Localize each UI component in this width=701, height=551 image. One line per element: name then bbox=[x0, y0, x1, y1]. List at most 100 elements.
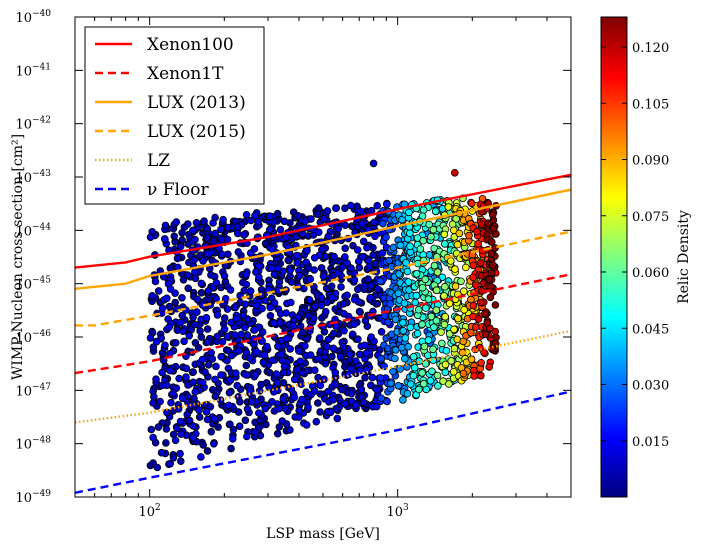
scatter-point bbox=[199, 257, 207, 265]
legend-label: Xenon100 bbox=[147, 35, 234, 55]
scatter-point bbox=[416, 245, 425, 253]
scatter-point bbox=[235, 422, 244, 431]
scatter-point bbox=[481, 330, 490, 339]
scatter-point bbox=[287, 278, 296, 286]
scatter-point bbox=[324, 335, 333, 344]
scatter-point bbox=[406, 242, 414, 251]
curve-lux-2015- bbox=[75, 230, 571, 327]
scatter-point bbox=[223, 305, 232, 313]
scatter-point bbox=[257, 380, 265, 389]
scatter-point bbox=[483, 318, 492, 327]
scatter-point bbox=[198, 378, 207, 387]
colorbar-bar bbox=[600, 16, 628, 498]
scatter-point bbox=[185, 416, 194, 425]
scatter-point bbox=[206, 402, 215, 411]
scatter-point bbox=[399, 396, 407, 404]
scatter-point bbox=[270, 319, 278, 327]
scatter-point bbox=[433, 371, 442, 380]
scatter-point bbox=[451, 282, 460, 291]
scatter-point bbox=[286, 345, 295, 353]
scatter-point bbox=[354, 335, 362, 344]
scatter-point bbox=[383, 397, 391, 406]
scatter-point bbox=[434, 382, 442, 390]
scatter-point bbox=[476, 298, 485, 307]
scatter-point bbox=[355, 263, 364, 272]
scatter-point bbox=[177, 457, 185, 466]
scatter-point bbox=[428, 367, 436, 376]
scatter-point bbox=[152, 337, 161, 346]
scatter-point bbox=[399, 318, 407, 327]
limit-curves bbox=[75, 173, 571, 494]
scatter-point bbox=[394, 381, 403, 390]
scatter-point bbox=[191, 388, 200, 396]
scatter-point bbox=[223, 356, 231, 365]
scatter-point bbox=[170, 232, 179, 241]
scatter-point bbox=[150, 393, 158, 401]
scatter-point bbox=[421, 304, 430, 312]
scatter-point bbox=[327, 282, 336, 291]
scatter-point bbox=[382, 200, 391, 209]
scatter-point bbox=[190, 320, 199, 329]
scatter-point bbox=[480, 310, 489, 318]
scatter-point bbox=[455, 229, 464, 238]
scatter-point bbox=[254, 409, 263, 417]
scatter-point bbox=[213, 311, 222, 319]
scatter-point bbox=[450, 325, 458, 334]
scatter-point bbox=[316, 408, 324, 416]
scatter-point bbox=[433, 268, 442, 276]
scatter-point bbox=[234, 248, 243, 256]
scatter-point bbox=[488, 211, 497, 219]
scatter-point bbox=[210, 439, 218, 448]
y-tick-label: 10−41 bbox=[15, 62, 51, 79]
scatter-point bbox=[266, 311, 275, 320]
scatter-point bbox=[453, 240, 462, 249]
scatter-point bbox=[197, 453, 205, 461]
scatter-point bbox=[237, 330, 245, 339]
scatter-point bbox=[405, 208, 413, 217]
scatter-point bbox=[369, 159, 378, 168]
scatter-point bbox=[338, 263, 346, 272]
scatter-point bbox=[373, 385, 381, 394]
scatter-point bbox=[340, 309, 348, 318]
scatter-point bbox=[246, 249, 255, 257]
scatter-point bbox=[328, 293, 336, 302]
scatter-point bbox=[268, 397, 276, 406]
scatter-point bbox=[231, 303, 240, 312]
scatter-point bbox=[247, 398, 256, 406]
scatter-point bbox=[242, 371, 251, 379]
scatter-point bbox=[348, 330, 357, 339]
scatter-point bbox=[180, 337, 188, 346]
scatter-point bbox=[209, 237, 218, 245]
scatter-point bbox=[290, 375, 299, 384]
scatter-point bbox=[226, 376, 235, 385]
scatter-point bbox=[359, 398, 368, 407]
scatter-point bbox=[220, 325, 229, 334]
scatter-point bbox=[295, 406, 304, 415]
scatter-point bbox=[317, 301, 326, 310]
scatter-point bbox=[169, 453, 178, 462]
scatter-point bbox=[440, 320, 449, 329]
scatter-point bbox=[193, 308, 201, 316]
scatter-point bbox=[474, 315, 483, 323]
scatter-point bbox=[278, 417, 287, 425]
scatter-point bbox=[403, 267, 412, 276]
scatter-point bbox=[341, 253, 349, 261]
scatter-point bbox=[353, 246, 362, 254]
scatter-point bbox=[272, 370, 281, 378]
scatter-point bbox=[242, 361, 251, 370]
scatter-point bbox=[470, 372, 478, 380]
scatter-point bbox=[162, 439, 170, 447]
scatter-point bbox=[251, 428, 260, 437]
scatter-point bbox=[419, 236, 428, 245]
scatter-point bbox=[241, 416, 250, 425]
scatter-point bbox=[229, 425, 238, 434]
scatter-point bbox=[277, 350, 285, 359]
scatter-point bbox=[339, 343, 348, 351]
scatter-point bbox=[280, 217, 289, 226]
scatter-point bbox=[488, 261, 497, 269]
scatter-point bbox=[252, 348, 261, 356]
scatter-point bbox=[370, 218, 379, 227]
scatter-point bbox=[442, 346, 451, 355]
scatter-point bbox=[250, 326, 259, 334]
scatter-point bbox=[336, 352, 345, 361]
